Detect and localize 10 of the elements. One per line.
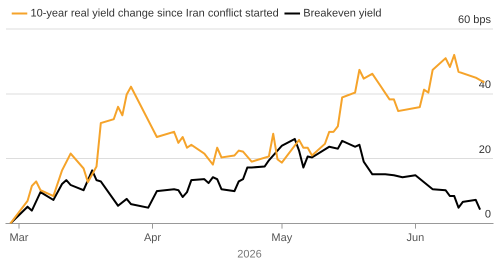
x-tick-label: May [271,232,293,244]
y-tick-label: 60 bps [458,14,492,26]
y-tick-label: 0 [484,208,491,221]
legend-label: 10-year real yield change since Iran conflict started [30,8,279,20]
x-tick-label: Apr [144,232,162,244]
x-tick-label: Jun [406,232,424,244]
x-axis-title: 2026 [237,248,262,260]
legend-label: Breakeven yield [303,8,382,20]
y-tick-label: 20 [478,144,491,156]
x-tick-label: Mar [9,232,29,244]
